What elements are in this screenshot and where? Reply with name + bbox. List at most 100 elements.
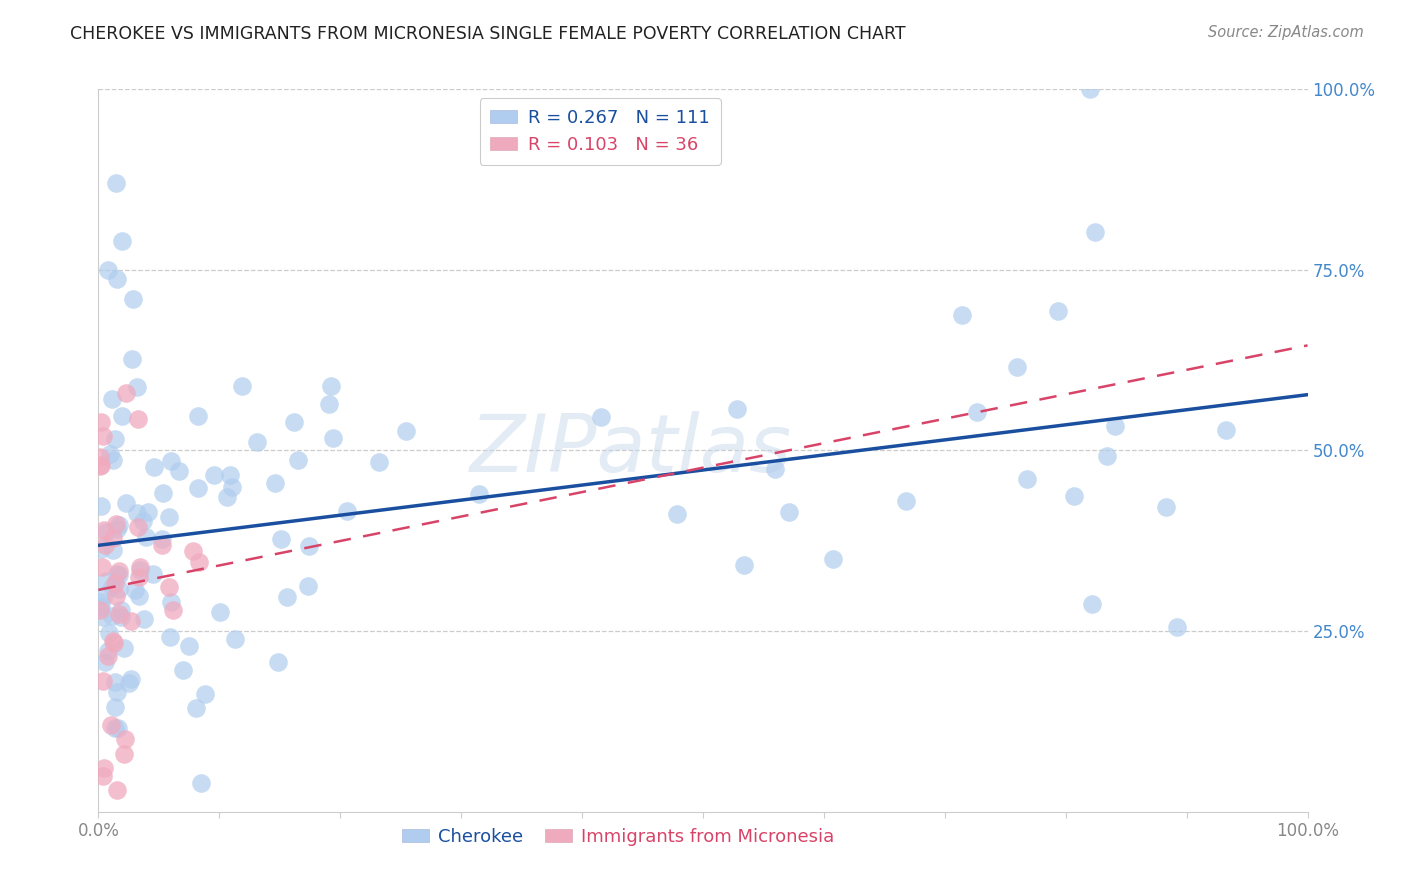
Point [129,560,152,574]
Point [128,570,150,584]
Point [90,595,112,609]
Point [162,602,184,616]
Point [1084,225,1107,239]
Point [91,674,114,689]
Point [90,559,112,574]
Point [318,397,340,411]
Point [103,634,125,648]
Point [128,589,150,603]
Point [90,600,112,615]
Point [105,590,128,604]
Point [221,480,243,494]
Point [152,486,174,500]
Point [367,455,389,469]
Point [160,595,183,609]
Text: Source: ZipAtlas.com: Source: ZipAtlas.com [1208,25,1364,40]
Point [142,566,165,581]
Point [218,468,240,483]
Point [118,676,141,690]
Point [157,510,180,524]
Point [1015,472,1038,486]
Point [101,543,124,558]
Point [821,551,844,566]
Point [894,493,917,508]
Point [1095,449,1118,463]
Point [97,626,120,640]
Point [110,610,132,624]
Point [105,566,128,581]
Point [91,610,114,624]
Point [115,496,138,510]
Point [90,500,112,514]
Point [93,523,115,537]
Point [468,487,491,501]
Point [98,447,121,461]
Point [93,588,115,602]
Point [1063,489,1085,503]
Point [104,722,127,736]
Point [181,544,204,558]
Point [950,309,973,323]
Point [1005,359,1028,374]
Point [124,583,146,598]
Point [104,176,127,190]
Point [101,392,124,406]
Point [121,292,143,306]
Point [245,435,267,450]
Point [136,505,159,519]
Point [283,416,305,430]
Point [112,640,135,655]
Point [276,591,298,605]
Point [134,612,156,626]
Point [208,605,231,619]
Point [94,574,117,589]
Point [91,429,114,443]
Point [89,450,111,464]
Text: ZIPatlas: ZIPatlas [470,411,792,490]
Point [150,533,173,547]
Point [120,614,142,628]
Point [172,663,194,677]
Point [104,516,127,531]
Point [763,461,786,475]
Point [231,379,253,393]
Point [114,732,136,747]
Point [725,401,748,416]
Point [107,607,129,621]
Point [104,674,127,689]
Point [101,531,124,545]
Point [142,460,165,475]
Point [104,699,127,714]
Point [215,490,238,504]
Text: CHEROKEE VS IMMIGRANTS FROM MICRONESIA SINGLE FEMALE POVERTY CORRELATION CHART: CHEROKEE VS IMMIGRANTS FROM MICRONESIA S… [70,25,905,43]
Point [90,458,112,472]
Point [100,609,122,624]
Point [188,555,211,569]
Point [103,432,125,446]
Point [107,721,129,735]
Point [336,503,359,517]
Point [107,522,129,536]
Point [1154,500,1177,514]
Point [159,630,181,644]
Point [177,640,200,654]
Point [103,635,125,649]
Point [105,783,128,797]
Point [91,769,114,783]
Point [187,481,209,495]
Point [111,234,134,248]
Point [94,655,117,669]
Point [108,567,131,582]
Point [108,582,131,596]
Point [96,525,118,540]
Point [108,518,131,533]
Point [666,507,689,521]
Point [270,532,292,546]
Point [264,475,287,490]
Point [127,411,149,425]
Point [186,701,208,715]
Point [1078,82,1101,96]
Point [105,685,128,699]
Point [194,687,217,701]
Point [89,458,111,473]
